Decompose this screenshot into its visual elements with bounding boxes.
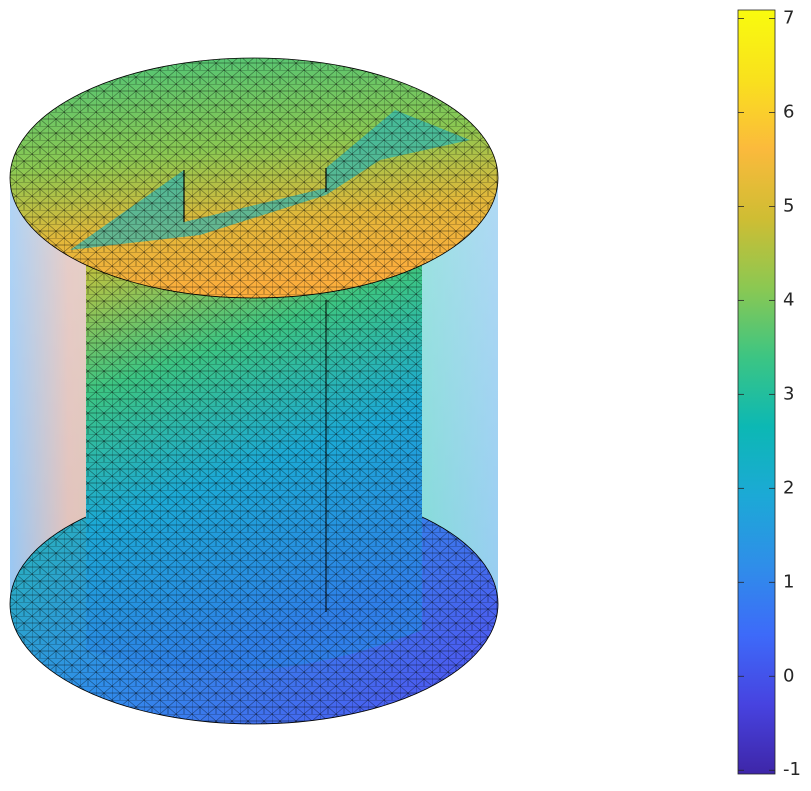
colorbar-tick-label: 5 [783,195,794,216]
colorbar-tick-label: -1 [783,759,801,780]
mesh-shape [9,57,499,725]
colorbar-tick-label: 7 [783,7,794,28]
colorbar [737,9,776,775]
colorbar-tick-label: 4 [783,289,794,310]
colorbar-tick-label: 3 [783,383,794,404]
colorbar-tick-label: 0 [783,665,794,686]
colorbar-tick-label: 2 [783,477,794,498]
colorbar-tick-label: 6 [783,101,794,122]
colorbar-tick-label: 1 [783,571,794,592]
